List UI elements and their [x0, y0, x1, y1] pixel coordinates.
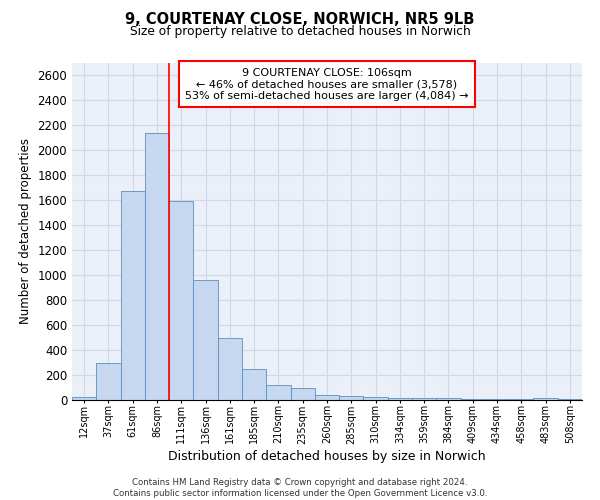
Bar [364, 397, 388, 400]
Bar [461, 399, 485, 400]
X-axis label: Distribution of detached houses by size in Norwich: Distribution of detached houses by size … [168, 450, 486, 464]
Bar [145, 132, 169, 400]
Bar [121, 191, 145, 400]
Bar [388, 398, 412, 400]
Y-axis label: Number of detached properties: Number of detached properties [19, 138, 32, 324]
Bar [315, 395, 339, 400]
Text: 9, COURTENAY CLOSE, NORWICH, NR5 9LB: 9, COURTENAY CLOSE, NORWICH, NR5 9LB [125, 12, 475, 28]
Bar [193, 280, 218, 400]
Bar [242, 369, 266, 400]
Bar [485, 399, 509, 400]
Bar [290, 388, 315, 400]
Bar [412, 398, 436, 400]
Bar [169, 201, 193, 400]
Text: Contains HM Land Registry data © Crown copyright and database right 2024.
Contai: Contains HM Land Registry data © Crown c… [113, 478, 487, 498]
Text: Size of property relative to detached houses in Norwich: Size of property relative to detached ho… [130, 25, 470, 38]
Bar [436, 398, 461, 400]
Bar [266, 385, 290, 400]
Bar [96, 362, 121, 400]
Bar [72, 397, 96, 400]
Text: 9 COURTENAY CLOSE: 106sqm
← 46% of detached houses are smaller (3,578)
53% of se: 9 COURTENAY CLOSE: 106sqm ← 46% of detac… [185, 68, 469, 101]
Bar [339, 396, 364, 400]
Bar [218, 338, 242, 400]
Bar [533, 398, 558, 400]
